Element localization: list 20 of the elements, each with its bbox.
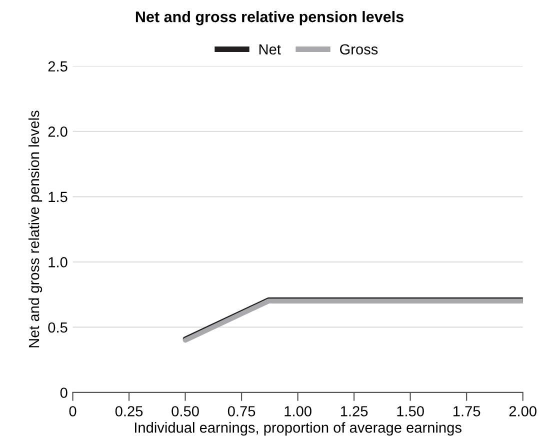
legend-label: Gross (340, 44, 378, 55)
x-tick-label: 0.50 (172, 406, 199, 416)
y-tick-label: 1.5 (48, 192, 68, 202)
chart-title: Net and gross relative pension levels (136, 11, 404, 26)
y-tick-label: 0.5 (48, 322, 68, 333)
x-tick-label: 1.50 (397, 406, 424, 416)
x-tick-label: 0 (69, 406, 76, 416)
x-tick-label: 1.00 (284, 406, 312, 416)
x-tick-label: 1.25 (340, 406, 368, 416)
x-axis-title: Individual earnings, proportion of average earnings (134, 422, 462, 436)
x-tick-label: 0.75 (228, 406, 256, 416)
legend-label: Net (259, 44, 281, 55)
y-tick-label: 0 (60, 388, 68, 398)
x-tick-label: 1.75 (453, 406, 480, 416)
x-tick-label: 2.00 (509, 406, 536, 416)
x-tick-label: 0.25 (115, 406, 143, 416)
y-tick-label: 2.0 (48, 126, 68, 137)
y-axis-title: Net and gross relative pension levels (28, 110, 42, 348)
y-tick-label: 1.0 (48, 257, 68, 268)
y-tick-label: 2.5 (48, 61, 68, 72)
